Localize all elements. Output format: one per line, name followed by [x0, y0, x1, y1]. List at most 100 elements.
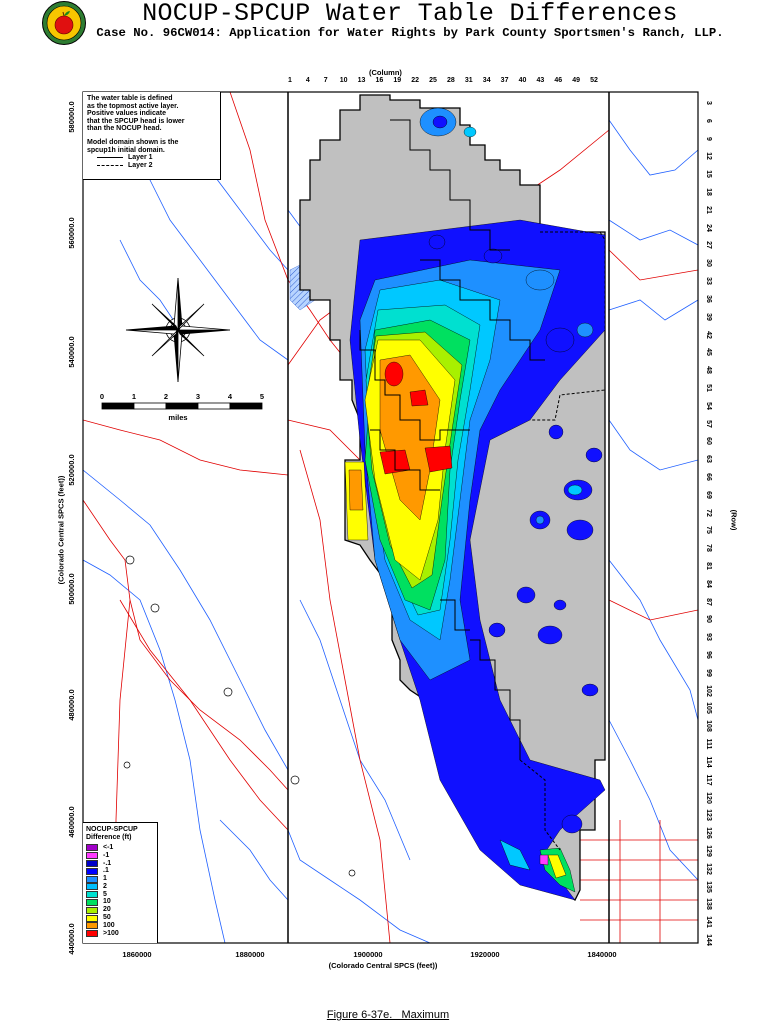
column-tick-label: 31: [464, 77, 473, 84]
column-tick-label: 46: [554, 77, 563, 84]
row-tick-label: 48: [705, 366, 712, 375]
row-tick-label: 33: [705, 277, 712, 285]
scale-bar-tick-label: 1: [131, 392, 137, 401]
row-tick-label: 66: [705, 473, 712, 481]
row-tick-label: 141: [705, 916, 712, 929]
legend-label: 100: [103, 921, 115, 929]
row-tick-label: 27: [705, 241, 712, 250]
svg-text:N: N: [175, 328, 180, 335]
y-tick-label: 560000.0: [67, 217, 76, 249]
row-tick-label: 78: [705, 544, 712, 553]
legend-label: <-1: [103, 843, 114, 851]
column-tick-label: 34: [482, 77, 491, 84]
legend-label: >100: [103, 929, 119, 937]
layer-2-key: Layer 2: [87, 162, 216, 170]
scale-bar: [101, 402, 263, 410]
column-axis-label: (Column): [369, 68, 402, 77]
note-box: The water table is defined as the topmost…: [83, 92, 221, 180]
row-tick-label: 24: [705, 223, 712, 232]
column-tick-label: 25: [429, 77, 437, 84]
row-tick-label: 72: [705, 508, 712, 517]
legend-label: 20: [103, 906, 111, 914]
row-tick-label: 135: [705, 880, 712, 893]
note-line: than the NOCUP head.: [87, 125, 162, 133]
row-tick-label: 111: [705, 738, 712, 750]
legend-swatch: [86, 891, 98, 899]
legend-swatch: [86, 844, 98, 852]
column-tick-label: 49: [572, 77, 581, 84]
row-tick-label: 105: [705, 702, 712, 715]
note-line: The water table is defined: [87, 95, 173, 102]
column-tick-label: 37: [500, 77, 509, 84]
legend-label: 10: [103, 898, 111, 906]
column-tick-label: 22: [411, 77, 420, 84]
row-tick-label: 132: [705, 862, 712, 875]
legend-label: .1: [103, 867, 109, 875]
legend-entry: .1: [86, 867, 154, 875]
legend-swatch: [86, 859, 98, 867]
column-tick-label: 40: [518, 77, 527, 84]
row-tick-label: 90: [705, 615, 712, 624]
column-tick-label: 28: [447, 77, 455, 84]
legend-swatch: [86, 883, 98, 891]
scale-bar-tick-label: 5: [259, 392, 265, 401]
y-tick-label: 540000.0: [67, 336, 76, 368]
legend-subtitle: Difference (ft): [86, 834, 132, 841]
legend-entry: <-1: [86, 844, 154, 852]
scale-bar-tick-label: 0: [99, 392, 105, 401]
row-tick-label: 144: [705, 934, 712, 946]
legend-entry: 20: [86, 906, 154, 914]
layer-2-label: Layer 2: [128, 161, 153, 169]
legend: NOCUP-SPCUP Difference (ft) <-1 -1 -.1.1 1 2…: [83, 822, 158, 943]
legend-entry: 1: [86, 875, 154, 883]
note-line: Model domain shown is the: [87, 138, 179, 146]
x-tick-label: 1920000: [470, 950, 500, 959]
note-line: as the topmost active layer.: [87, 102, 179, 110]
column-tick-label: 7: [323, 77, 328, 84]
row-tick-label: 6: [705, 118, 712, 123]
zone-left-strip-orange: [348, 469, 364, 511]
y-axis-label: (Colorado Central SPCS (feet)): [56, 475, 66, 585]
column-tick-label: 16: [375, 77, 384, 84]
column-tick-label: 13: [357, 77, 366, 84]
legend-entry: 100: [86, 922, 154, 930]
row-tick-label: 30: [705, 259, 712, 268]
row-tick-label: 69: [705, 490, 712, 499]
grid-outlines: [359, 119, 545, 760]
row-tick-label: 75: [705, 526, 712, 535]
legend-swatch: [86, 852, 98, 860]
row-tick-label: 108: [705, 720, 712, 733]
row-tick-label: 21: [705, 205, 712, 214]
row-tick-label: 87: [705, 597, 712, 606]
legend-entry: -1: [86, 852, 154, 860]
x-tick-label: 1880000: [235, 950, 265, 959]
y-tick-label: 440000.0: [67, 923, 76, 955]
column-tick-label: 52: [590, 77, 598, 84]
x-tick-label: 1860000: [122, 950, 152, 959]
layer-2-outline: [530, 231, 606, 421]
page-subtitle: Case No. 96CW014: Application for Water …: [96, 26, 724, 40]
note-text: The water table is defined as the topmost…: [87, 95, 216, 133]
legend-swatch: [86, 930, 98, 938]
row-tick-label: 15: [705, 170, 712, 179]
column-tick-label: 1: [288, 77, 292, 84]
legend-swatch: [86, 922, 98, 930]
row-tick-label: 84: [705, 579, 712, 588]
zone-red: [424, 445, 453, 473]
row-tick-label: 36: [705, 294, 712, 303]
layer-1-key: Layer 1: [87, 154, 216, 162]
legend-swatch: [86, 914, 98, 922]
legend-entry: 5: [86, 891, 154, 899]
legend-label: 2: [103, 882, 107, 890]
domain-note-text: Model domain shown is the spcup1h initial…: [87, 139, 216, 154]
zone-red: [409, 389, 429, 407]
row-tick-label: 18: [705, 188, 712, 196]
column-tick-label: 10: [339, 77, 348, 84]
legend-swatch: [86, 875, 98, 883]
row-tick-label: 63: [705, 455, 712, 464]
note-line: spcup1h initial domain.: [87, 146, 165, 154]
dashed-line-icon: [97, 165, 123, 167]
legend-entry: -.1: [86, 860, 154, 868]
row-axis-label: (Row): [729, 509, 739, 531]
